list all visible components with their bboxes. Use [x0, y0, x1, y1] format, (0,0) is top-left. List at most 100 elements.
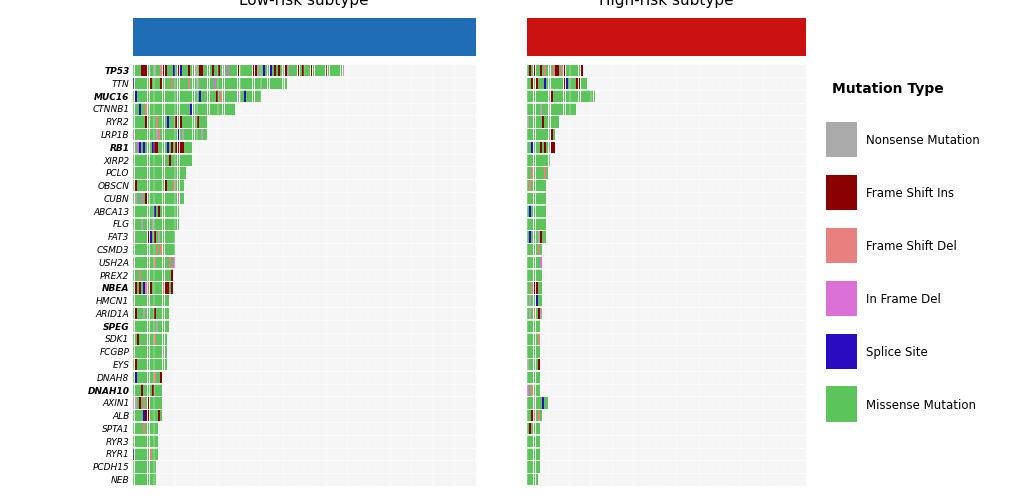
Bar [156, 423, 158, 434]
Bar [199, 91, 201, 103]
Bar [152, 346, 154, 358]
Bar [529, 257, 531, 269]
Bar [544, 130, 545, 141]
Bar [148, 79, 149, 90]
Bar [529, 219, 531, 230]
Bar [542, 206, 543, 217]
Bar [167, 117, 168, 128]
Bar [171, 104, 173, 116]
Bar [544, 104, 545, 116]
Bar [529, 283, 531, 294]
Bar [137, 270, 139, 281]
Bar [177, 193, 179, 205]
Bar [527, 231, 529, 243]
Bar [251, 79, 252, 90]
Bar [162, 180, 164, 192]
Bar [539, 117, 541, 128]
Bar [253, 66, 254, 77]
Bar [179, 193, 181, 205]
Bar [527, 474, 529, 485]
Bar [137, 79, 139, 90]
Bar [259, 79, 261, 90]
Bar [310, 66, 312, 77]
Bar [162, 79, 164, 90]
Bar [537, 79, 539, 90]
Bar [152, 79, 154, 90]
Bar [135, 155, 137, 166]
Bar [325, 66, 327, 77]
Bar [537, 461, 539, 472]
Bar [175, 91, 177, 103]
Bar [158, 295, 160, 307]
Bar [169, 79, 171, 90]
Bar [144, 180, 145, 192]
Bar [535, 410, 537, 421]
Bar [542, 130, 543, 141]
Bar [179, 104, 181, 116]
Bar [146, 91, 147, 103]
Bar [160, 206, 162, 217]
Bar [132, 231, 135, 243]
Bar [542, 117, 543, 128]
Text: EYS: EYS [112, 360, 129, 369]
Bar [144, 244, 145, 256]
Bar [535, 66, 537, 77]
Bar [167, 142, 168, 154]
Bar [150, 244, 152, 256]
Bar [175, 79, 177, 90]
Bar [173, 117, 175, 128]
Bar [135, 168, 137, 179]
Bar [231, 104, 232, 116]
Bar [533, 270, 535, 281]
Bar [165, 193, 166, 205]
Bar [181, 142, 183, 154]
Bar [158, 372, 160, 383]
Bar [162, 321, 164, 332]
Bar [306, 66, 308, 77]
Bar [246, 79, 248, 90]
Text: XIRP2: XIRP2 [103, 156, 129, 165]
Bar [150, 117, 152, 128]
Bar [548, 142, 550, 154]
Bar [158, 270, 160, 281]
Bar [160, 79, 162, 90]
Bar [139, 142, 141, 154]
Bar [527, 142, 529, 154]
Bar [527, 321, 529, 332]
Bar [546, 397, 548, 409]
Bar [197, 117, 199, 128]
Bar [539, 231, 541, 243]
Bar [552, 117, 554, 128]
Bar [169, 180, 171, 192]
Bar [222, 66, 224, 77]
Bar [173, 257, 175, 269]
Bar [548, 117, 550, 128]
Bar [135, 79, 137, 90]
Bar [338, 66, 340, 77]
Bar [135, 270, 137, 281]
Bar [160, 346, 162, 358]
Bar [533, 295, 535, 307]
Bar [158, 66, 160, 77]
Bar [229, 104, 230, 116]
Bar [529, 66, 531, 77]
Bar [175, 117, 177, 128]
Bar [239, 91, 242, 103]
Bar [152, 461, 154, 472]
Bar [173, 130, 175, 141]
Bar [564, 104, 565, 116]
Bar [152, 372, 154, 383]
Bar [144, 397, 145, 409]
Bar [156, 231, 158, 243]
Text: USH2A: USH2A [98, 259, 129, 268]
Bar [179, 180, 181, 192]
Bar [175, 130, 177, 141]
Bar [179, 66, 181, 77]
Bar [179, 142, 181, 154]
Bar [169, 231, 171, 243]
Bar [137, 448, 139, 460]
Bar [269, 66, 271, 77]
Bar [141, 308, 143, 320]
Bar [141, 372, 143, 383]
Bar [239, 66, 242, 77]
